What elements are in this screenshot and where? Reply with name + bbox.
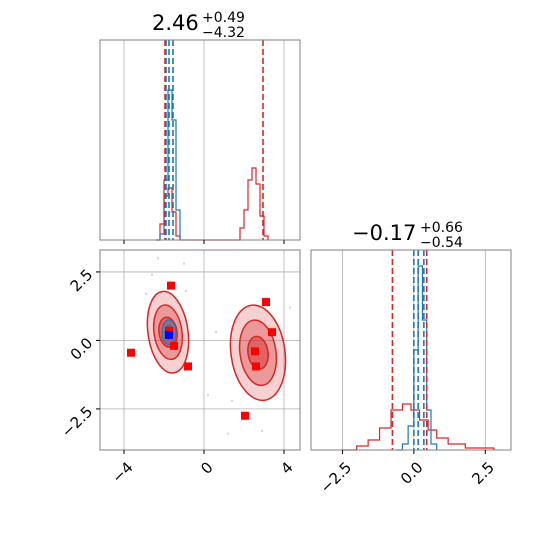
panel-title-main: 2.46 <box>152 11 199 35</box>
red-square-marker <box>241 411 249 420</box>
axes-frame <box>99 249 301 451</box>
faint-sample-point <box>157 257 159 260</box>
axes-frame <box>99 39 301 241</box>
red-histogram-step <box>156 167 269 241</box>
axes-frame <box>310 249 512 451</box>
grid-lines <box>123 40 285 240</box>
faint-sample-point <box>185 290 187 293</box>
red-square-marker <box>167 281 175 290</box>
red-square-marker <box>252 362 260 371</box>
panel-title-main: −0.17 <box>352 221 416 245</box>
tick-marks <box>123 240 285 244</box>
red-square-marker <box>251 347 259 356</box>
contour-panel: −4 0 4 −2.5 0.0 2.5 <box>58 249 301 487</box>
x-tick-label: 0 <box>197 458 216 477</box>
faint-sample-point <box>207 394 209 397</box>
faint-sample-point <box>227 432 229 435</box>
panel-title-plus: +0.49 <box>202 10 245 26</box>
x-tick-label: 4 <box>277 458 296 477</box>
y-tick-label: 0.0 <box>67 334 97 364</box>
red-square-marker <box>262 298 270 307</box>
markers <box>127 281 276 420</box>
red-histogram-step <box>342 403 495 451</box>
panel-title-plus: +0.66 <box>420 220 463 236</box>
faint-sample-point <box>151 273 153 276</box>
panel-title-minus: −0.54 <box>420 235 463 251</box>
y-tick-label: 2.5 <box>67 266 97 296</box>
faint-sample-point <box>289 306 291 309</box>
faint-sample-point <box>231 399 233 402</box>
faint-sample-point <box>145 292 147 295</box>
tick-marks: −2.5 0.0 2.5 <box>317 450 498 497</box>
histogram-panel-param1: 2.46 +0.49 −4.32 <box>99 10 301 244</box>
x-tick-label: −2.5 <box>317 458 355 496</box>
y-tick-label: −2.5 <box>58 403 96 441</box>
x-tick-label: 0.0 <box>397 458 427 488</box>
histogram-series <box>342 265 495 451</box>
red-square-marker <box>184 362 192 371</box>
faint-sample-point <box>215 331 217 334</box>
blue-square-marker <box>165 330 173 339</box>
red-square-marker <box>165 326 173 335</box>
histogram-panel-param2: −2.5 0.0 2.5 −0.17 +0.66 −0.54 <box>310 220 512 497</box>
faint-samples <box>145 257 291 435</box>
blue-histogram-step <box>156 89 181 241</box>
histogram-series <box>156 89 269 241</box>
red-square-marker <box>170 341 178 350</box>
faint-sample-point <box>275 394 277 397</box>
blue-histogram-step <box>396 265 438 451</box>
faint-sample-point <box>261 429 263 432</box>
x-tick-label: 2.5 <box>468 458 498 488</box>
red-square-marker <box>127 348 135 357</box>
red-square-marker <box>268 328 276 337</box>
panel-title-minus: −4.32 <box>202 25 245 41</box>
quantile-lines <box>164 40 264 240</box>
grid-lines <box>100 250 300 450</box>
x-tick-label: −4 <box>108 458 136 486</box>
quantile-lines <box>391 250 428 450</box>
faint-sample-point <box>183 262 185 265</box>
